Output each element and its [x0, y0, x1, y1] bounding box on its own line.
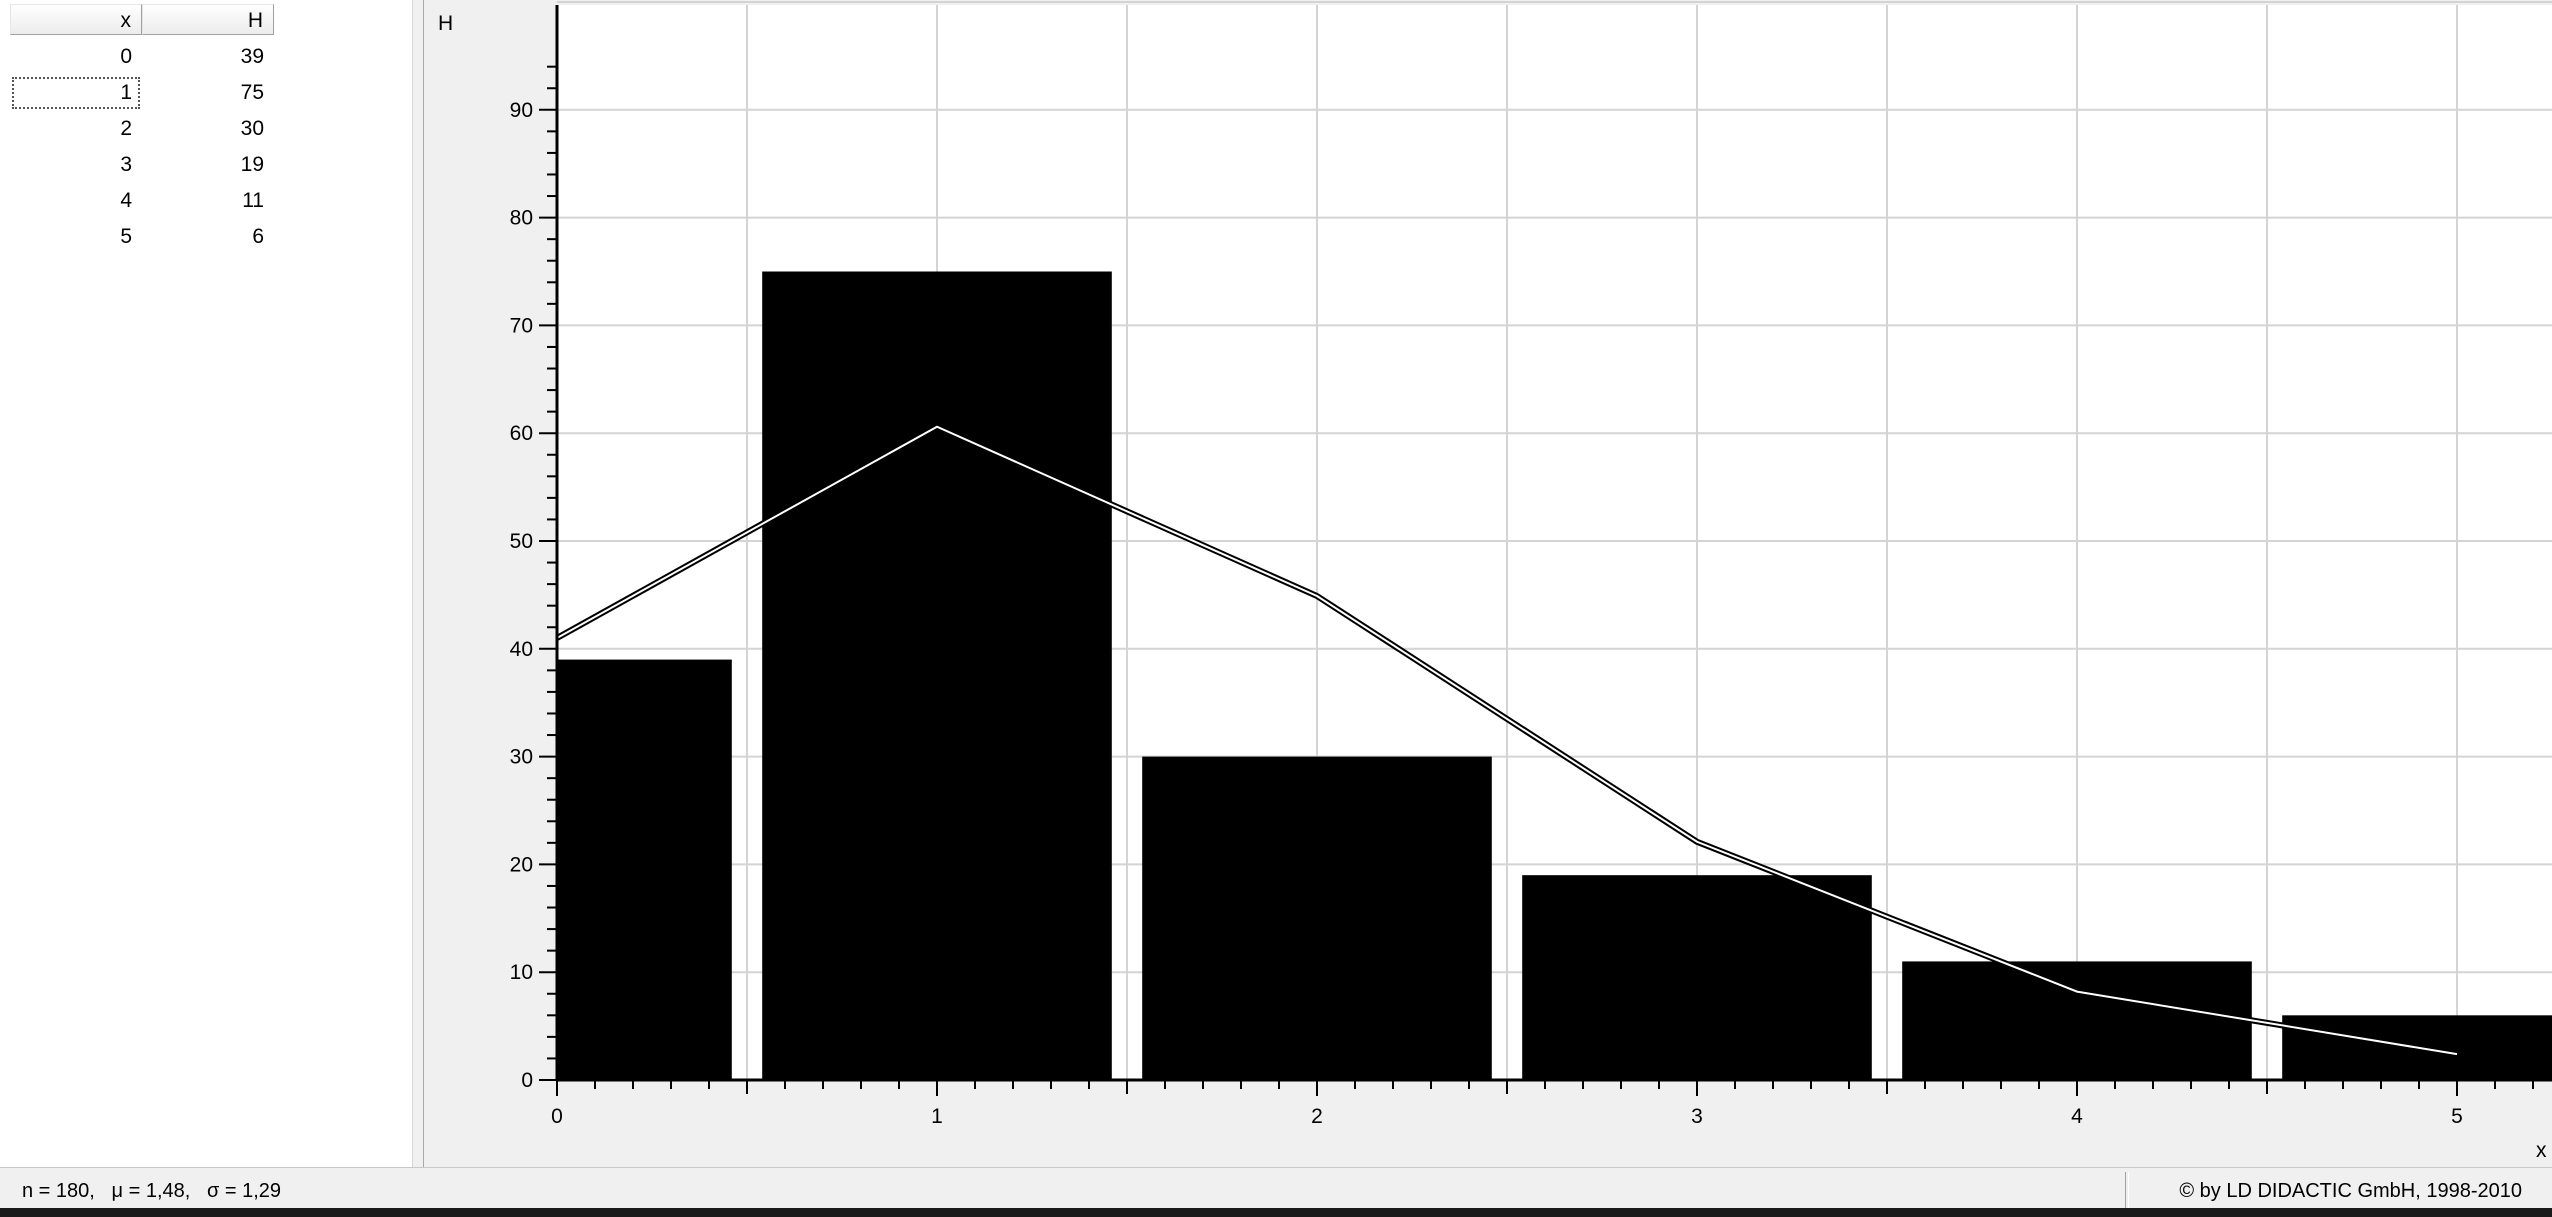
histogram-bar [1522, 875, 1872, 1080]
table-row[interactable]: 5 6 [10, 219, 274, 255]
cell-x-selected[interactable]: 1 [10, 75, 142, 111]
cell-x[interactable]: 3 [120, 153, 132, 176]
histogram-chart[interactable]: 0 10 20 30 40 50 60 70 80 90 0 1 2 3 4 5 Hx [424, 0, 2552, 1167]
grid-layer [556, 1, 2552, 1081]
axes-layer [539, 5, 2552, 1096]
table-row[interactable]: 0 39 [10, 39, 274, 75]
table-header: x H [10, 4, 274, 37]
cell-x[interactable]: 2 [120, 117, 132, 140]
y-tick-label: 90 [510, 99, 533, 122]
column-header-h[interactable]: H [142, 4, 274, 35]
status-statistics: n = 180, μ = 1,48, σ = 1,29 [22, 1180, 282, 1202]
cell-h[interactable]: 11 [242, 189, 264, 212]
cell-h[interactable]: 75 [240, 81, 264, 104]
y-tick-label: 0 [521, 1069, 533, 1092]
cell-h[interactable]: 19 [240, 153, 264, 176]
bars-layer [557, 271, 2552, 1080]
table-row[interactable]: 2 30 [10, 111, 274, 147]
y-tick-label: 10 [510, 961, 533, 984]
fit-curve [556, 425, 2458, 1056]
labels-layer: 0 10 20 30 40 50 60 70 80 90 0 1 2 3 4 5 Hx [438, 12, 2547, 1162]
column-header-x[interactable]: x [10, 4, 142, 35]
histogram-bar [762, 271, 1112, 1080]
x-tick-label: 4 [2071, 1105, 2083, 1128]
x-axis-title: x [2536, 1139, 2547, 1162]
cell-x[interactable]: 0 [120, 45, 132, 68]
x-tick-label: 5 [2451, 1105, 2463, 1128]
x-tick-label: 2 [1311, 1105, 1323, 1128]
y-axis-title: H [438, 12, 453, 35]
cell-x[interactable]: 4 [120, 189, 132, 212]
cell-h[interactable]: 39 [240, 45, 264, 68]
taskbar-edge [0, 1208, 2552, 1217]
histogram-bar [557, 659, 732, 1080]
y-tick-label: 50 [510, 530, 533, 553]
x-tick-label: 0 [551, 1105, 563, 1128]
histogram-bar [1902, 961, 2252, 1080]
y-tick-label: 60 [510, 422, 533, 445]
y-tick-label: 30 [510, 746, 533, 769]
y-tick-label: 70 [510, 314, 533, 337]
data-table-pane: x H 0 39 1 75 2 30 3 19 4 11 5 6 [0, 0, 412, 1167]
table-row[interactable]: 4 11 [10, 183, 274, 219]
curve-layer [555, 423, 2458, 1058]
y-tick-label: 40 [510, 638, 533, 661]
table-row[interactable]: 3 19 [10, 147, 274, 183]
table-row[interactable]: 1 75 [10, 75, 274, 111]
y-tick-label: 80 [510, 207, 533, 230]
table-body: 0 39 1 75 2 30 3 19 4 11 5 6 [10, 39, 274, 255]
status-divider [2125, 1172, 2129, 1212]
histogram-bar [1142, 756, 1492, 1080]
x-tick-label: 1 [931, 1105, 943, 1128]
y-tick-label: 20 [510, 853, 533, 876]
pane-splitter[interactable] [412, 0, 424, 1167]
x-tick-label: 3 [1691, 1105, 1703, 1128]
cell-x[interactable]: 5 [120, 225, 132, 248]
cell-h[interactable]: 6 [252, 225, 264, 248]
status-copyright: © by LD DIDACTIC GmbH, 1998-2010 [2179, 1180, 2522, 1202]
cell-h[interactable]: 30 [240, 117, 264, 140]
